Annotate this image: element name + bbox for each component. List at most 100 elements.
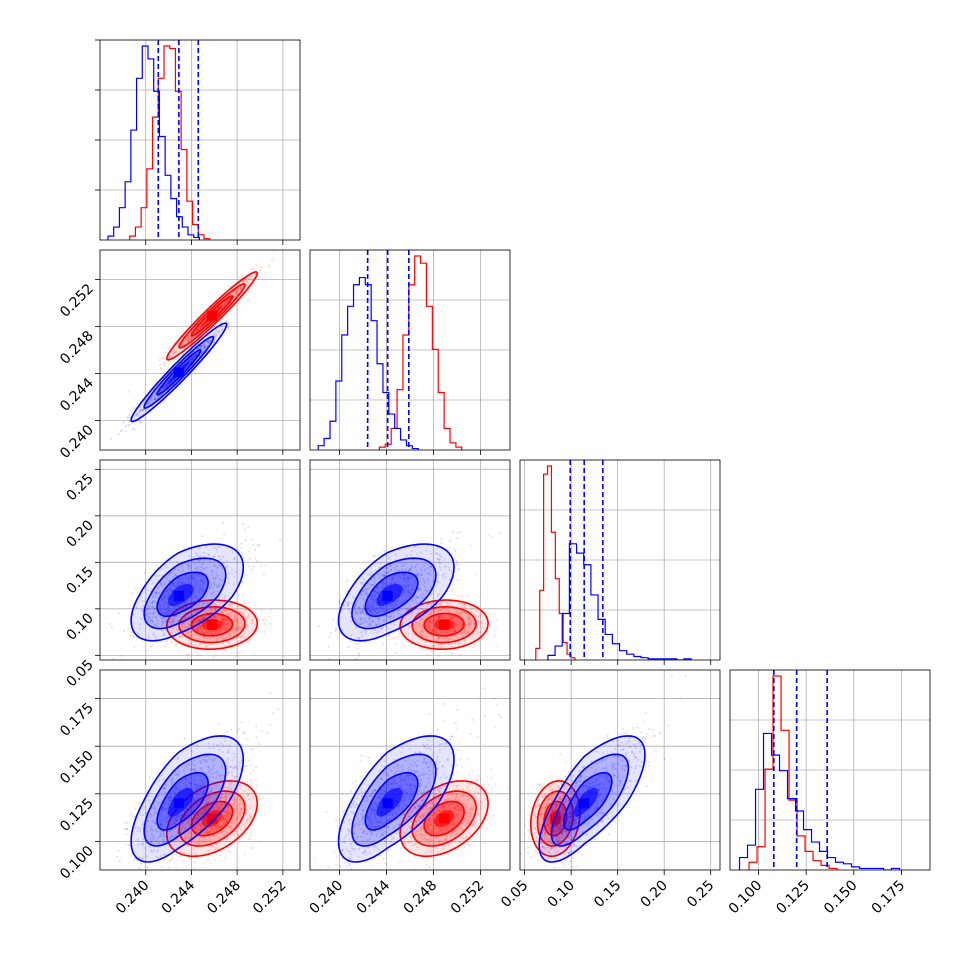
scatter-point bbox=[459, 614, 462, 617]
scatter-point bbox=[173, 568, 176, 571]
scatter-point bbox=[164, 591, 167, 594]
scatter-point bbox=[237, 627, 240, 630]
scatter-point bbox=[413, 581, 416, 584]
scatter-point bbox=[459, 611, 462, 614]
scatter-point bbox=[421, 635, 424, 638]
scatter-point bbox=[236, 288, 239, 291]
scatter-point bbox=[437, 558, 441, 561]
scatter-point bbox=[165, 620, 168, 623]
scatter-point bbox=[134, 414, 137, 417]
scatter-point bbox=[211, 569, 214, 573]
scatter-point bbox=[222, 638, 225, 641]
scatter-point bbox=[252, 565, 255, 568]
scatter-point bbox=[170, 641, 173, 644]
scatter-point bbox=[431, 635, 434, 638]
scatter-point bbox=[362, 597, 365, 601]
scatter-point bbox=[364, 593, 367, 596]
scatter-point bbox=[240, 650, 244, 653]
scatter-point bbox=[253, 274, 257, 277]
scatter-point bbox=[454, 626, 457, 629]
scatter-point bbox=[187, 610, 190, 613]
scatter-point bbox=[413, 624, 416, 627]
scatter-point bbox=[372, 608, 376, 611]
scatter-point bbox=[448, 630, 451, 633]
scatter-point bbox=[173, 351, 176, 354]
scatter-point bbox=[203, 630, 207, 633]
scatter-point bbox=[237, 593, 241, 596]
histogram-series-a bbox=[738, 732, 901, 870]
scatter-point bbox=[217, 584, 221, 587]
scatter-point bbox=[199, 326, 202, 329]
scatter-point bbox=[467, 613, 470, 617]
scatter-point bbox=[214, 607, 217, 610]
scatter-point bbox=[188, 631, 191, 635]
scatter-point bbox=[361, 590, 365, 593]
scatter-point bbox=[409, 568, 412, 571]
scatter-point bbox=[396, 635, 399, 638]
scatter-point bbox=[181, 606, 184, 610]
scatter-point bbox=[201, 628, 204, 632]
scatter-point bbox=[191, 358, 195, 361]
scatter-point bbox=[199, 565, 203, 568]
scatter-point bbox=[221, 610, 224, 614]
scatter-point bbox=[128, 413, 131, 416]
scatter-point bbox=[208, 862, 212, 865]
scatter-point bbox=[369, 610, 372, 613]
scatter-point bbox=[169, 354, 172, 357]
scatter-point bbox=[158, 394, 161, 398]
panel-content bbox=[310, 250, 510, 450]
scatter-point bbox=[223, 609, 226, 613]
scatter-point bbox=[189, 567, 192, 570]
scatter-point bbox=[392, 577, 395, 580]
panel-frame bbox=[519, 459, 721, 661]
scatter-point bbox=[466, 629, 469, 632]
scatter-point bbox=[234, 289, 237, 293]
scatter-point bbox=[171, 571, 174, 574]
scatter-point bbox=[415, 564, 418, 567]
scatter-point bbox=[153, 397, 157, 400]
scatter-point bbox=[453, 624, 456, 627]
scatter-point bbox=[364, 630, 368, 634]
scatter-point bbox=[195, 354, 198, 357]
scatter-point bbox=[244, 636, 247, 639]
scatter-point bbox=[269, 608, 273, 612]
scatter-point bbox=[446, 603, 450, 606]
scatter-point bbox=[428, 614, 431, 617]
scatter-point bbox=[205, 632, 208, 635]
scatter-point bbox=[164, 645, 167, 648]
scatter-point bbox=[407, 577, 410, 580]
scatter-point bbox=[438, 615, 441, 619]
scatter-point bbox=[409, 625, 412, 628]
scatter-point bbox=[258, 840, 262, 843]
scatter-point bbox=[179, 582, 182, 585]
scatter-point bbox=[188, 358, 191, 361]
scatter-point bbox=[187, 622, 190, 625]
scatter-point bbox=[361, 590, 364, 593]
scatter-point bbox=[250, 568, 254, 571]
scatter-point bbox=[418, 625, 421, 628]
scatter-point bbox=[272, 250, 275, 253]
scatter-point bbox=[224, 629, 227, 632]
scatter-point bbox=[223, 533, 226, 536]
scatter-point bbox=[377, 610, 380, 613]
scatter-point bbox=[415, 626, 418, 629]
scatter-point bbox=[221, 304, 225, 308]
scatter-point bbox=[195, 607, 198, 610]
scatter-point bbox=[198, 328, 201, 331]
panel-content bbox=[730, 670, 930, 870]
scatter-point bbox=[183, 581, 186, 584]
scatter-point bbox=[218, 610, 221, 613]
scatter-point bbox=[445, 632, 449, 635]
scatter-point bbox=[440, 616, 443, 619]
scatter-point bbox=[420, 649, 423, 652]
scatter-point bbox=[407, 606, 410, 609]
scatter-point bbox=[436, 603, 439, 606]
scatter-point bbox=[210, 583, 213, 586]
scatter-point bbox=[237, 627, 240, 630]
scatter-point bbox=[362, 604, 365, 608]
scatter-point bbox=[127, 627, 130, 630]
scatter-point bbox=[240, 635, 243, 638]
scatter-point bbox=[195, 552, 198, 555]
scatter-point bbox=[233, 557, 236, 561]
scatter-point bbox=[452, 630, 455, 634]
